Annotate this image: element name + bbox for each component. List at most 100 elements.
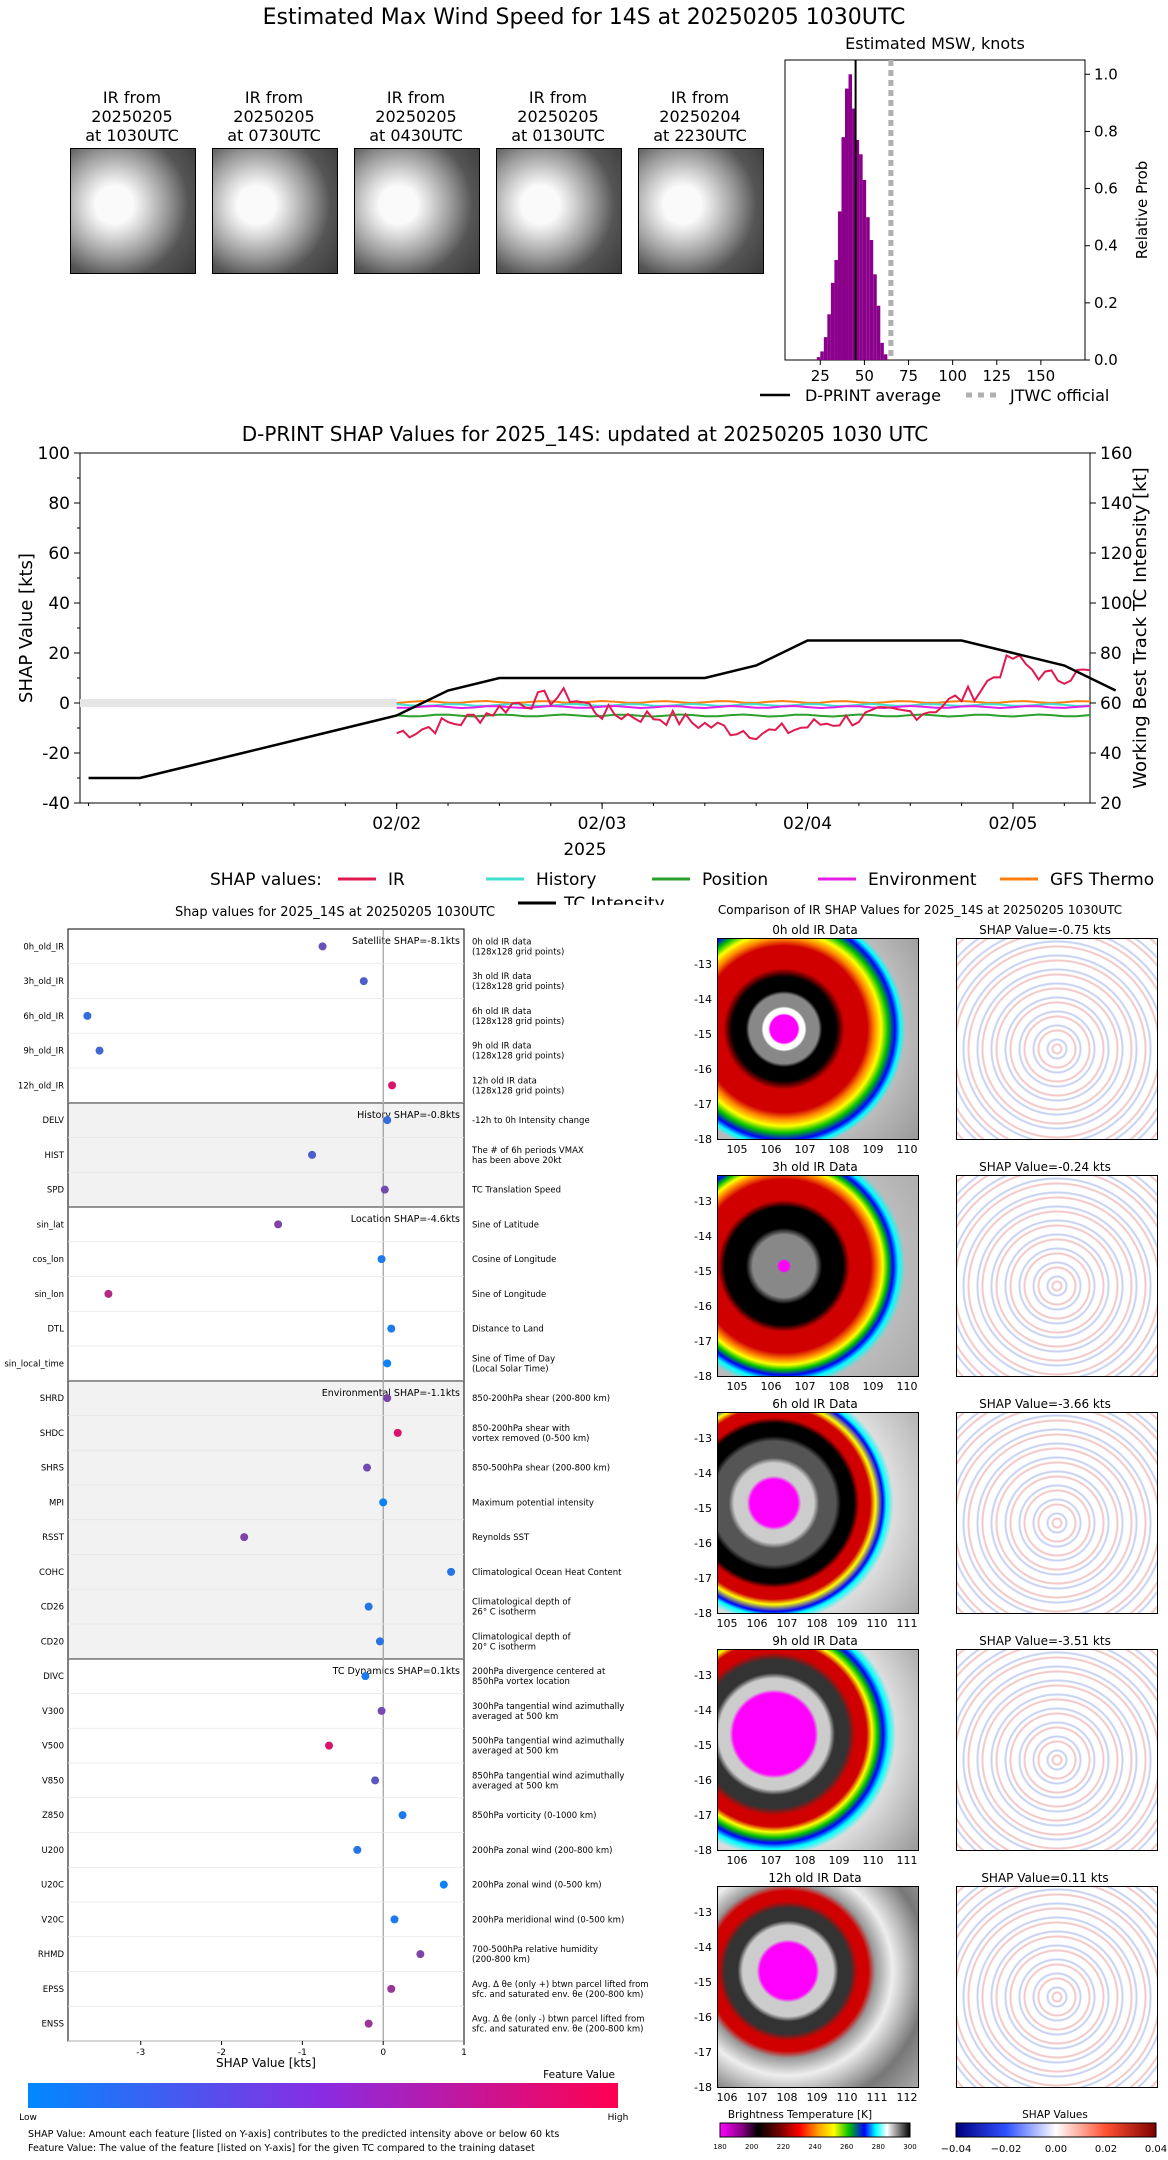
shap-feature-label: ENSS: [41, 2020, 64, 2030]
ts-legend-label: Environment: [868, 870, 977, 890]
ir-panel-title: 12h old IR Data: [768, 1871, 862, 1885]
ts-legend-label: GFS Thermo: [1050, 870, 1154, 890]
ir-thumbnail-line: 20250204: [659, 107, 741, 126]
ir-thumbnail-line: at 0130UTC: [511, 126, 605, 145]
bt-colorbar-tick: 300: [903, 2143, 916, 2151]
ir-ytick-label: -17: [694, 1098, 712, 1111]
shap-feature-description: 850hPa vorticity (0-1000 km): [472, 1811, 596, 1821]
ir-thumbnail-line: IR from: [244, 88, 304, 107]
ir-thumbnail-line: 20250205: [91, 107, 173, 126]
ir-xtick-label: 109: [806, 2091, 828, 2104]
msw-plot-frame: [784, 59, 1086, 361]
shap-feature-label: DTL: [48, 1325, 65, 1335]
ir-ytick-label: -17: [694, 1572, 712, 1585]
shap-feature-point: [439, 1880, 448, 1889]
ir-thumbnail-line: 20250205: [517, 107, 599, 126]
sv-colorbar-tick: 0.02: [1095, 2144, 1117, 2155]
ir-ytick-label: -15: [694, 1739, 712, 1752]
ir-ytick-label: -14: [694, 1704, 712, 1717]
ir-data-image: [717, 1886, 919, 2088]
shap-feature-description: 700-500hPa relative humidity: [472, 1945, 598, 1955]
shap-feature-description: vortex removed (0-500 km): [472, 1434, 589, 1444]
shap-ts-title: D-PRINT SHAP Values for 2025_14S: update…: [241, 422, 929, 446]
shap-group-label: Satellite SHAP=-8.1kts: [352, 936, 460, 947]
ir-xtick-label: 110: [896, 1380, 918, 1393]
msw-title: Estimated MSW, knots: [845, 34, 1025, 53]
shap-xtick-label: -3: [136, 2048, 145, 2058]
shap-feature-description: Cosine of Longitude: [472, 1255, 556, 1265]
ir-ytick-label: -15: [694, 1502, 712, 1515]
ts-ytick-left-label: 0: [59, 694, 70, 714]
ts-xtick-label: 02/04: [783, 814, 832, 834]
ts-ylabel-right: Working Best Track TC Intensity [kt]: [1130, 467, 1151, 788]
ts-plot-frame: [79, 452, 1091, 804]
ir-ytick-label: -13: [694, 1669, 712, 1682]
shap-xlabel: SHAP Value [kts]: [216, 2056, 316, 2070]
ts-ytick-right-label: 80: [1100, 644, 1122, 664]
ir-panel-title: 6h old IR Data: [772, 1397, 858, 1411]
shap-feature-description: (128x128 grid points): [472, 982, 564, 992]
ir-thumbnail-title: IR from 20250205 at 0130UTC: [488, 88, 628, 145]
sv-colorbar-tick: 0.00: [1045, 2144, 1067, 2155]
ir-thumbnail-line: at 0730UTC: [227, 126, 321, 145]
ir-data-image: [717, 1412, 919, 1614]
shap-feature-label: sin_lat: [37, 1220, 65, 1230]
ir-ytick-label: -14: [694, 1467, 712, 1480]
shap-panel-title: SHAP Value=-3.66 kts: [979, 1397, 1111, 1411]
shap-feature-description: (128x128 grid points): [472, 1017, 564, 1027]
ir-xtick-label: 107: [776, 1617, 798, 1630]
shap-feature-point: [325, 1741, 334, 1750]
ir-ytick-label: -16: [694, 1300, 712, 1313]
shap-feature-description: 20° C isotherm: [472, 1642, 536, 1652]
ir-xtick-label: 109: [862, 1143, 884, 1156]
shap-group-label: Location SHAP=-4.6kts: [351, 1214, 460, 1225]
footnote-shap: SHAP Value: Amount each feature [listed …: [28, 2129, 559, 2140]
shap-feature-description: 850-200hPa shear with: [472, 1424, 570, 1434]
ir-ytick-label: -14: [694, 1230, 712, 1243]
ir-ytick-label: -13: [694, 1906, 712, 1919]
ir-thumbnail-title: IR from 20250205 at 0730UTC: [204, 88, 344, 145]
shap-feature-description: has been above 20kt: [472, 1156, 562, 1166]
shap-feature-point: [353, 1845, 362, 1854]
ir-ytick-label: -18: [694, 2081, 712, 2094]
ir-ytick-label: -17: [694, 1809, 712, 1822]
msw-bar: [862, 180, 867, 360]
ir-xtick-label: 109: [836, 1617, 858, 1630]
msw-bar: [827, 314, 831, 360]
shap-feature-description: 850hPa vortex location: [472, 1677, 570, 1687]
ts-xtick-label: 02/02: [372, 814, 421, 834]
ts-ytick-right-label: 140: [1100, 494, 1132, 514]
shap-feature-point: [318, 942, 327, 951]
shap-feature-description: 0h old IR data: [472, 937, 531, 947]
shap-group-label: History SHAP=-0.8kts: [357, 1110, 460, 1121]
bt-colorbar-tick: 260: [840, 2143, 853, 2151]
ir-xtick-label: 110: [862, 1854, 884, 1867]
ir-xtick-label: 111: [866, 2091, 888, 2104]
ir-ytick-label: -13: [694, 958, 712, 971]
shap-feature-description: Climatological depth of: [472, 1598, 572, 1608]
ts-series-line: [396, 704, 1091, 710]
msw-bar: [820, 351, 824, 360]
ir-ytick-label: -14: [694, 993, 712, 1006]
ir-xtick-label: 107: [746, 2091, 768, 2104]
shap-feature-description: averaged at 500 km: [472, 1747, 558, 1757]
shap-group-shade: [68, 1102, 464, 1207]
shap-feature-description: 200hPa zonal wind (0-500 km): [472, 1881, 602, 1891]
ts-ytick-right-label: 120: [1100, 544, 1132, 564]
ir-thumbnail-image: [212, 148, 338, 274]
shap-feature-point: [363, 1463, 372, 1472]
shap-timeseries-chart: -40 -20 0 20 40 60 80 100 20 40 60 80 100 120 140 160 02…: [16, 445, 1154, 905]
ts-xtick-label: 02/03: [578, 814, 627, 834]
msw-xtick-label: 100: [938, 367, 967, 385]
ts-legend-prefix: SHAP values:: [210, 870, 322, 890]
shap-feature-label: SPD: [47, 1186, 65, 1196]
ir-thumbnail-line: at 0430UTC: [369, 126, 463, 145]
shap-feature-label: 3h_old_IR: [23, 977, 64, 987]
msw-xtick-label: 50: [855, 367, 874, 385]
shap-xtick-label: -1: [298, 2048, 307, 2058]
shap-feature-description: Sine of Time of Day: [472, 1354, 555, 1364]
shap-panel-title: SHAP Value=-0.24 kts: [979, 1160, 1111, 1174]
msw-bar: [841, 137, 845, 360]
msw-bar: [837, 211, 842, 360]
ir-xtick-label: 105: [716, 1617, 738, 1630]
